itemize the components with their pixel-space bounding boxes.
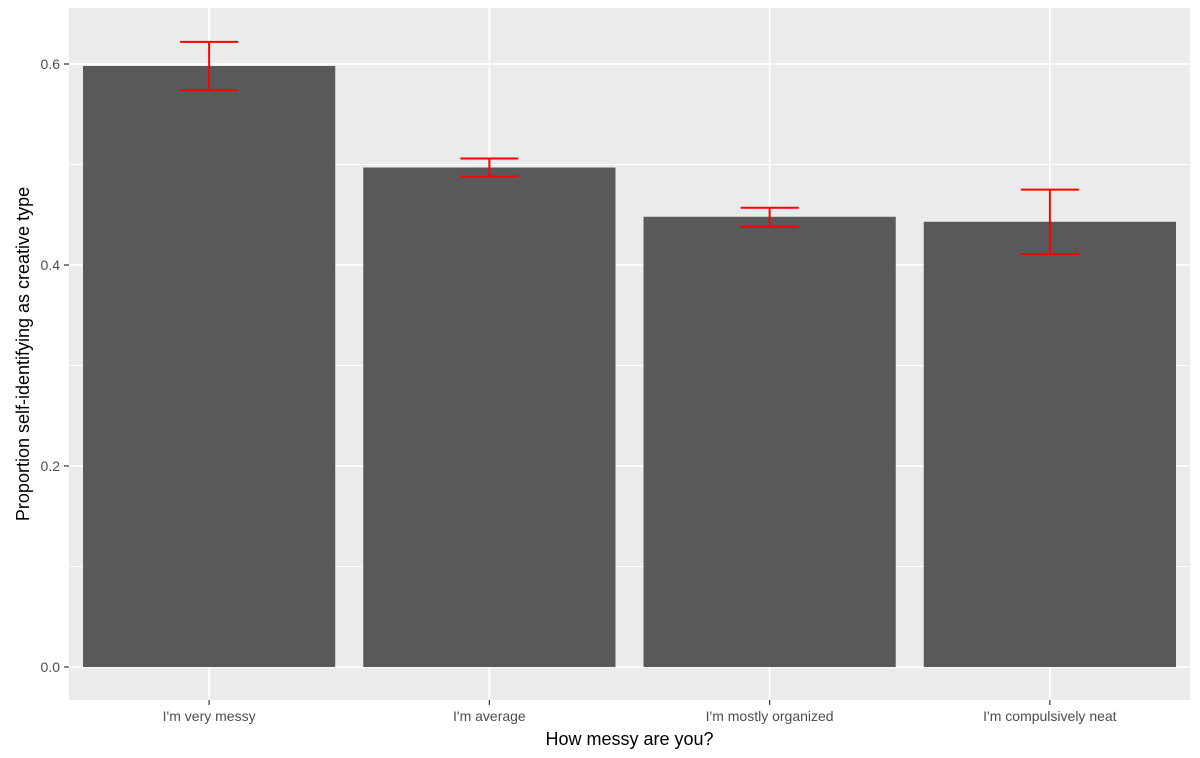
bars bbox=[83, 66, 1176, 667]
error-bar bbox=[740, 206, 799, 228]
y-axis: 0.0 0.2 0.4 0.6 bbox=[41, 56, 69, 675]
bar bbox=[923, 221, 1176, 667]
x-tick-label: I'm very messy bbox=[163, 708, 256, 724]
x-axis-title: How messy are you? bbox=[545, 729, 713, 749]
bar bbox=[643, 216, 896, 667]
x-tick-label: I'm average bbox=[453, 708, 526, 724]
error-bar bbox=[1020, 188, 1079, 255]
y-tick-label: 0.4 bbox=[41, 257, 61, 273]
error-bars bbox=[180, 40, 1079, 255]
y-tick-label: 0.2 bbox=[41, 458, 61, 474]
x-tick-label: I'm mostly organized bbox=[706, 708, 834, 724]
y-tick-label: 0.6 bbox=[41, 56, 61, 72]
y-tick-label: 0.0 bbox=[41, 659, 61, 675]
x-tick-label: I'm compulsively neat bbox=[983, 708, 1117, 724]
bar bbox=[83, 66, 336, 667]
y-axis-title: Proportion self-identifying as creative … bbox=[13, 187, 33, 521]
bar bbox=[363, 167, 616, 667]
error-bar bbox=[180, 40, 239, 92]
error-bar bbox=[460, 157, 519, 178]
x-axis: I'm very messy I'm average I'm mostly orga… bbox=[163, 700, 1117, 724]
